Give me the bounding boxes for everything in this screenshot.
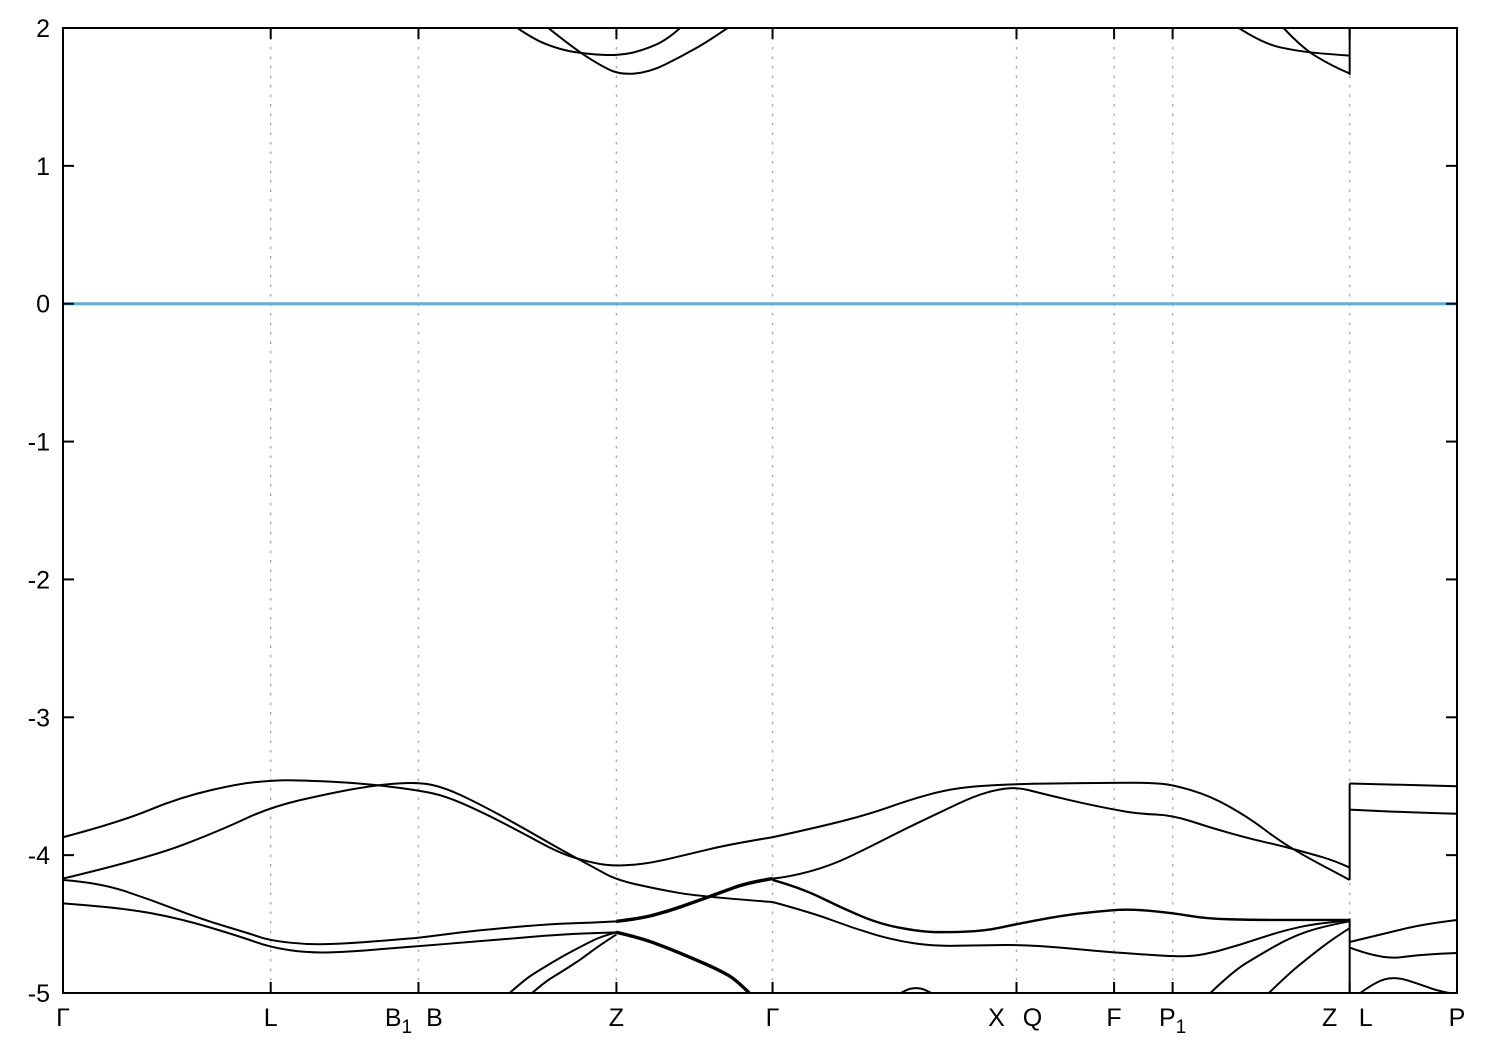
x-tick-label-B1: B1 (385, 1004, 412, 1038)
y-tick-label: -5 (28, 980, 50, 1008)
valence-band-2-right (772, 787, 1351, 880)
y-tick-label: 1 (36, 153, 50, 181)
valence-band-3-right (772, 878, 1350, 934)
x-tick-label-P1: P1 (1159, 1004, 1186, 1038)
lp-band-rise (1349, 918, 1457, 943)
x-tick-label-L: L (1359, 1004, 1373, 1032)
valence-bump-gamma-x (898, 987, 934, 993)
x-tick-label-X: X (988, 1004, 1005, 1032)
x-tick-label-Z: Z (1322, 1004, 1337, 1032)
conduction-band-zl-upper (1236, 28, 1350, 57)
x-tick-label-Z: Z (609, 1004, 624, 1032)
valence-band-2-left (63, 782, 773, 904)
y-tick-label: -3 (28, 704, 50, 732)
y-tick-label: 2 (36, 15, 50, 43)
x-tick-label-Γ: Γ (56, 1004, 70, 1032)
valence-band-3-left (63, 878, 617, 946)
conduction-band-z-upper (515, 28, 682, 57)
y-tick-label: -4 (28, 842, 50, 870)
x-tick-label-B: B (426, 1004, 443, 1032)
valence-band-4-right (772, 901, 1350, 958)
conduction-band-z-lower (546, 28, 730, 75)
valence-hump-z-a (508, 931, 617, 993)
x-tick-label-Γ: Γ (766, 1004, 780, 1032)
x-tick-label-Q: Q (1023, 1004, 1042, 1032)
valence-band-1-left (63, 779, 773, 867)
lp-band-hump (1358, 977, 1455, 993)
valence-band-4-left (63, 902, 617, 954)
plot-frame (62, 27, 1458, 994)
y-tick-label: -1 (28, 429, 50, 457)
lp-band-dip (1349, 946, 1457, 959)
conduction-band-zl-lower (1282, 28, 1351, 75)
x-tick-label-P: P (1449, 1004, 1466, 1032)
valence-band-1-right (772, 781, 1351, 881)
band-curves (63, 28, 1457, 993)
lp-band-flat-2 (1349, 808, 1457, 815)
valence-hump-z-b (530, 933, 617, 993)
x-tick-label-L: L (264, 1004, 278, 1032)
valence-band-3-riser-z-to-gamma (616, 876, 773, 924)
valence-band-4-dive-z-to-gamma (616, 930, 752, 993)
x-tick-label-F: F (1106, 1004, 1121, 1032)
valence-steep-2 (1267, 927, 1351, 993)
lp-band-flat-1 (1349, 782, 1457, 788)
y-tick-label: -2 (28, 566, 50, 594)
valence-steep-1 (1208, 920, 1350, 993)
y-tick-label: 0 (36, 291, 50, 319)
